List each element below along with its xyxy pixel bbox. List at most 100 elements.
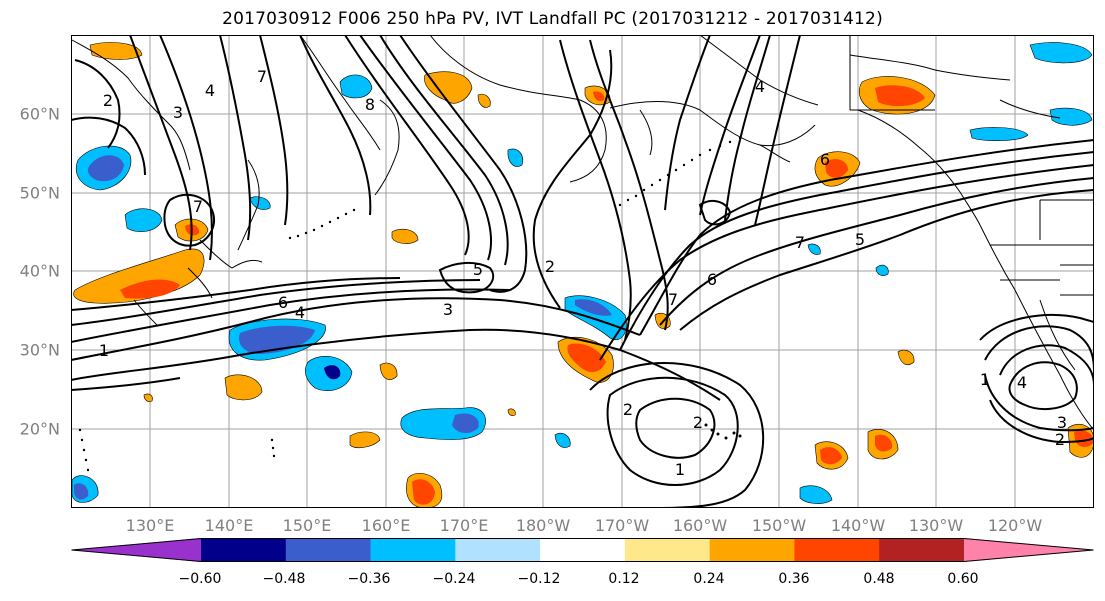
ivt-contour — [259, 35, 289, 226]
map-title: 2017030912 F006 250 hPa PV, IVT Landfall… — [222, 9, 883, 29]
ivt-contour — [71, 279, 481, 326]
ivt-contour — [559, 39, 632, 341]
pv-negative-region — [1049, 107, 1093, 126]
colorbar-tick: 0.12 — [608, 571, 640, 587]
pv-positive-region — [477, 93, 491, 108]
contour-label-1: 1 — [980, 370, 990, 389]
lon-label-160e: 160°E — [361, 516, 411, 535]
pv-positive-region — [391, 228, 419, 244]
pv-negative-region — [807, 243, 821, 255]
ivt-contour — [163, 193, 215, 247]
colorbar-tick: −0.12 — [517, 571, 561, 587]
contour-label-4: 4 — [295, 303, 305, 322]
lon-label-170w: 170°W — [594, 516, 650, 535]
ivt-contour — [219, 35, 252, 241]
contour-label-2: 2 — [545, 257, 555, 276]
contour-labels: 1 2 3 4 5 6 7 8 1 2 2 3 4 6 7 7 2 3 4 5 … — [99, 67, 1067, 479]
ivt-contours — [71, 35, 1094, 508]
lon-label-160w: 160°W — [672, 516, 728, 535]
contour-label-6: 6 — [820, 150, 830, 169]
colorbar-segment — [370, 538, 456, 562]
ivt-contour — [379, 35, 509, 266]
pv-positive-region — [224, 374, 263, 401]
ivt-contour — [359, 35, 492, 261]
lon-label-140e: 140°E — [204, 516, 254, 535]
colorbar-tick: −0.48 — [262, 571, 306, 587]
contour-label-6: 6 — [707, 270, 717, 289]
contour-label-1: 1 — [99, 341, 109, 360]
ivt-contour — [74, 59, 121, 149]
ivt-contour — [71, 297, 641, 361]
contour-label-2: 2 — [623, 400, 633, 419]
contour-label-6: 6 — [278, 293, 288, 312]
graticule — [71, 35, 1094, 508]
ivt-contour — [699, 35, 761, 216]
ivt-contour — [438, 262, 495, 294]
colorbar-segment — [879, 538, 965, 562]
lon-label-140w: 140°W — [830, 516, 886, 535]
ivt-contour — [71, 328, 721, 401]
contour-label-5: 5 — [855, 230, 865, 249]
pv-positive-region — [825, 159, 848, 178]
pv-negative-region — [507, 148, 523, 167]
pv-positive-region — [349, 431, 381, 449]
contour-label-3: 3 — [443, 300, 453, 319]
pv-negative-region — [554, 432, 571, 448]
colorbar-segment — [624, 538, 711, 562]
colorbar-outline — [71, 538, 1094, 562]
ivt-contour — [679, 189, 1094, 331]
colorbar-tick: 0.48 — [863, 571, 895, 587]
ivt-contour — [698, 199, 732, 226]
ivt-contour — [984, 325, 1094, 371]
ivt-contour — [71, 277, 401, 311]
pv-positive-region — [143, 393, 153, 402]
pv-positive-region — [424, 71, 473, 104]
pv-negative-region — [452, 413, 479, 434]
lat-label-20n: 20°N — [19, 419, 60, 439]
map-canvas: 1 2 3 4 5 6 7 8 1 2 2 3 4 6 7 7 2 3 4 5 … — [71, 35, 1094, 508]
ivt-contour — [532, 49, 613, 309]
pv-negative-region — [249, 196, 271, 210]
colorbar-segment — [540, 538, 626, 562]
contour-label-2: 2 — [103, 91, 113, 110]
lon-label-150e: 150°E — [282, 516, 332, 535]
contour-label-7: 7 — [193, 197, 203, 216]
colorbar-tick: 0.36 — [778, 571, 810, 587]
lon-label-170e: 170°E — [439, 516, 489, 535]
colorbar-segment — [285, 538, 372, 562]
pv-positive-region — [412, 479, 435, 505]
contour-label-1: 1 — [675, 460, 685, 479]
pv-negative-region — [88, 155, 124, 182]
pv-positive-region — [567, 343, 606, 373]
pv-negative-region — [575, 299, 612, 316]
colorbar-tick: 0.24 — [693, 571, 725, 587]
map-panel: 1 2 3 4 5 6 7 8 1 2 2 3 4 6 7 7 2 3 4 5 … — [71, 35, 1094, 508]
ivt-contour — [664, 35, 711, 211]
contour-label-7: 7 — [668, 290, 678, 309]
ivt-contour — [71, 116, 146, 176]
colorbar-extend-min — [71, 538, 201, 562]
contour-label-4: 4 — [1017, 373, 1027, 392]
ivt-contour — [71, 377, 181, 391]
colorbar-tick: −0.36 — [347, 571, 391, 587]
pv-negative-region — [124, 208, 163, 233]
colorbar-extend-max — [964, 538, 1094, 562]
pv-negative-region — [969, 127, 1029, 141]
colorbar-segment — [709, 538, 795, 562]
contour-label-5: 5 — [473, 260, 483, 279]
colorbar-tick: 0.60 — [947, 571, 979, 587]
pv-positive-region — [593, 91, 605, 102]
contour-label-7: 7 — [257, 67, 267, 86]
ivt-contour — [589, 362, 765, 508]
island-chains — [78, 136, 742, 472]
contour-label-7: 7 — [795, 233, 805, 252]
colorbar-tick: −0.24 — [432, 571, 476, 587]
contour-label-3: 3 — [173, 103, 183, 122]
lat-label-40n: 40°N — [19, 261, 60, 281]
lon-label-180w: 180°W — [515, 516, 571, 535]
contour-label-4: 4 — [205, 81, 215, 100]
ivt-contour — [635, 397, 716, 459]
ivt-contour — [589, 39, 669, 331]
ivt-contour — [999, 344, 1094, 386]
pv-negative-region — [239, 325, 315, 354]
